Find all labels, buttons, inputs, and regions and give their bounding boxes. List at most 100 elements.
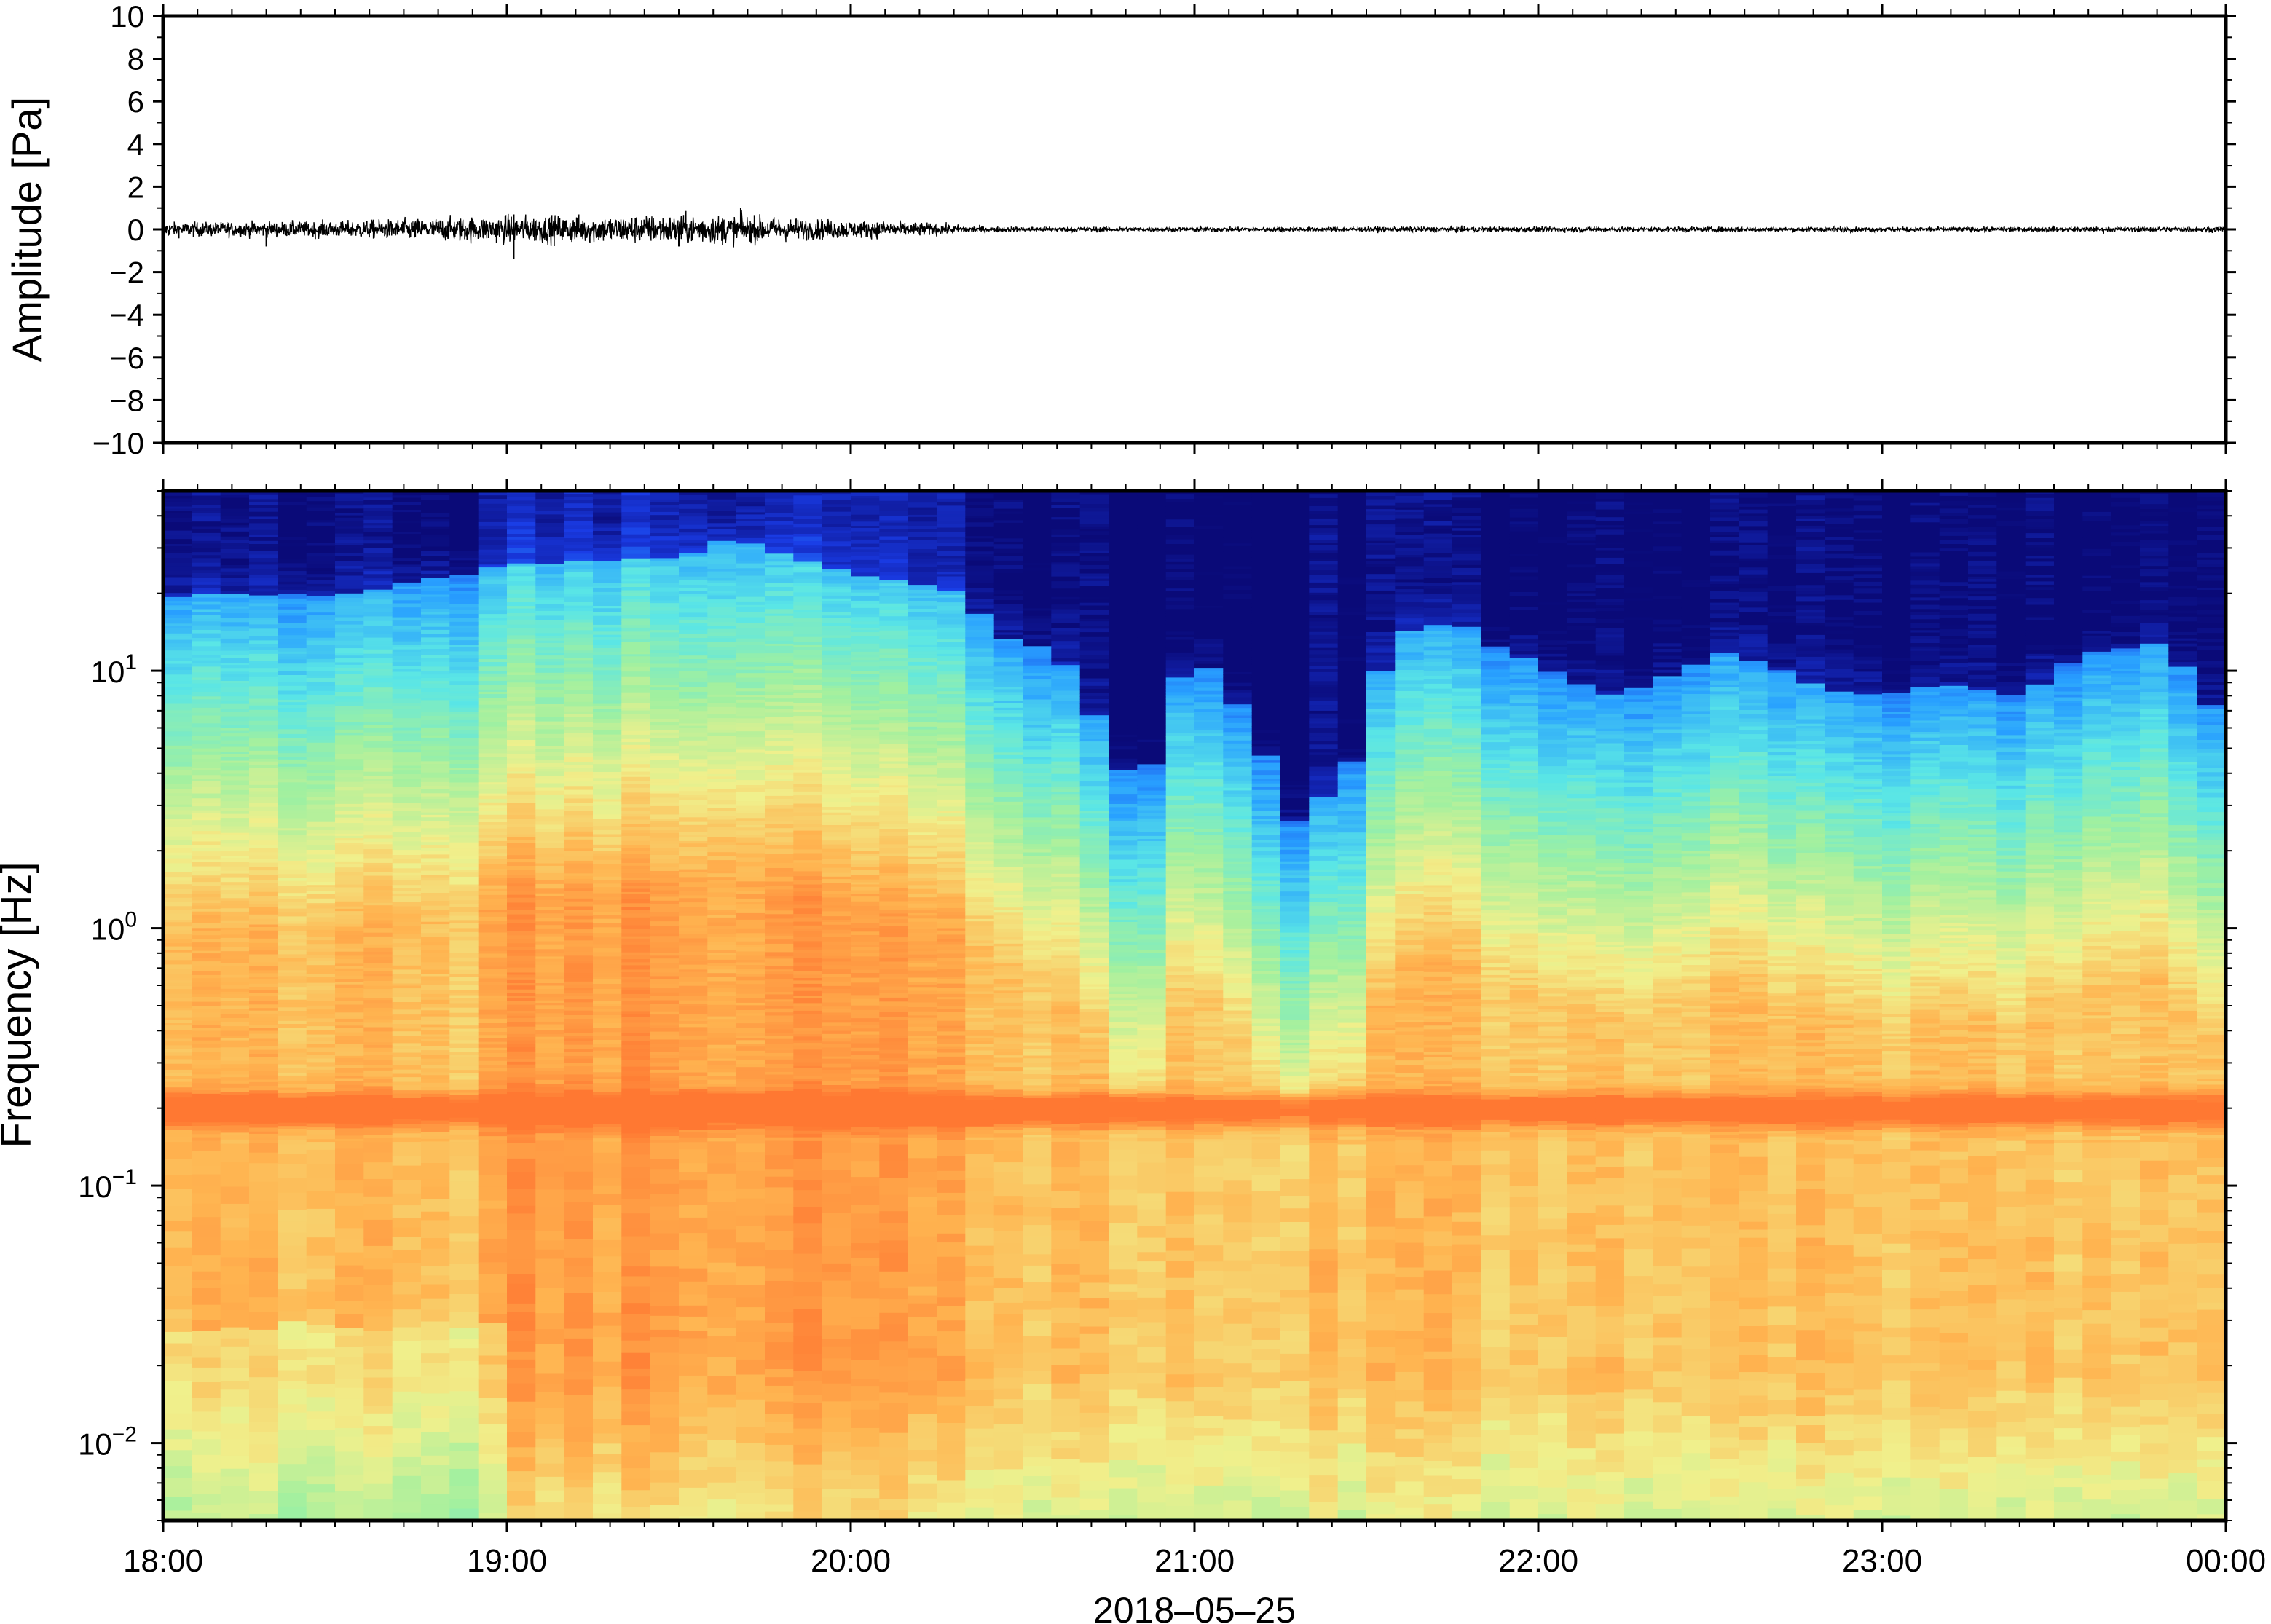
spectrogram-cell <box>679 698 709 704</box>
spectrogram-cell <box>478 1274 508 1293</box>
spectrogram-cell <box>535 848 565 854</box>
spectrogram-cell <box>736 617 765 621</box>
spectrogram-cell <box>363 511 393 516</box>
spectrogram-cell <box>421 772 451 779</box>
spectrogram-cell <box>650 945 680 949</box>
spectrogram-cell <box>535 983 565 987</box>
spectrogram-cell <box>793 1081 823 1085</box>
spectrogram-cell <box>650 890 680 895</box>
spectrogram-cell <box>793 1322 823 1337</box>
spectrogram-cell <box>478 875 508 878</box>
spectrogram-cell <box>335 681 365 685</box>
spectrogram-cell <box>363 875 393 880</box>
spectrogram-cell <box>278 813 307 819</box>
spectrogram-cell <box>736 529 765 536</box>
spectrogram-cell <box>535 832 565 837</box>
spectrogram-cell <box>478 1463 508 1481</box>
spectrogram-cell <box>535 537 565 540</box>
spectrogram-cell <box>192 615 221 620</box>
spectrogram-cell <box>679 594 709 598</box>
spectrogram-cell <box>363 566 393 569</box>
spectrogram-cell <box>478 921 508 925</box>
spectrogram-cell <box>249 1355 279 1368</box>
spectrogram-cell <box>192 536 221 542</box>
spectrogram-cell <box>392 1341 422 1360</box>
spectrogram-cell <box>220 911 250 917</box>
spectrogram-cell <box>363 706 393 710</box>
spectrogram-cell <box>249 591 279 596</box>
spectrogram-cell <box>679 620 709 624</box>
spectrogram-cell <box>306 965 336 971</box>
spectrogram-cell <box>621 538 651 543</box>
spectrogram-cell <box>335 575 365 581</box>
spectrogram-cell <box>793 827 823 832</box>
spectrogram-cell <box>421 999 451 1005</box>
spectrogram-cell <box>593 915 623 920</box>
spectrogram-cell <box>392 709 422 714</box>
spectrogram-cell <box>535 580 565 584</box>
spectrogram-cell <box>650 578 680 583</box>
spectrogram-cell <box>306 800 336 805</box>
spectrogram-cell <box>478 726 508 732</box>
spectrogram-cell <box>449 764 479 769</box>
spectrogram-cell <box>249 606 279 611</box>
spectrogram-cell <box>449 526 479 530</box>
spectrogram-cell <box>163 502 193 508</box>
spectrogram-cell <box>249 1491 279 1504</box>
spectrogram-cell <box>564 1041 594 1046</box>
spectrogram-cell <box>707 696 737 701</box>
spectrogram-cell <box>363 1388 393 1406</box>
spectrogram-cell <box>736 537 765 542</box>
spectrogram-cell <box>220 536 250 541</box>
spectrogram-cell <box>564 714 594 718</box>
spectrogram-cell <box>306 620 336 625</box>
spectrogram-cell <box>163 1356 193 1365</box>
spectrogram-cell <box>621 491 651 496</box>
spectrogram-cell <box>449 733 479 738</box>
spectrogram-cell <box>192 1090 221 1095</box>
spectrogram-cell <box>163 1277 193 1296</box>
spectrogram-cell <box>392 1165 422 1181</box>
spectrogram-cell <box>707 595 737 600</box>
spectrogram-cell <box>707 540 737 545</box>
spectrogram-cell <box>220 974 250 978</box>
spectrogram-cell <box>478 849 508 854</box>
spectrogram-cell <box>249 1066 279 1072</box>
spectrogram-cell <box>478 694 508 699</box>
spectrogram-cell <box>363 1457 393 1473</box>
spectrogram-cell <box>363 1065 393 1068</box>
spectrogram-cell <box>306 1456 336 1465</box>
spectrogram-cell <box>507 847 537 851</box>
spectrogram-cell <box>793 1092 823 1098</box>
spectrogram-cell <box>679 587 709 591</box>
spectrogram-cell <box>306 1484 336 1493</box>
spectrogram-cell <box>449 884 479 888</box>
spectrogram-cell <box>192 908 221 912</box>
spectrogram-cell <box>421 1079 451 1084</box>
spectrogram-cell <box>535 1005 565 1010</box>
waveform-y-tick-label: −8 <box>109 383 144 417</box>
spectrogram-cell <box>621 878 651 881</box>
spectrogram-cell <box>736 494 765 498</box>
spectrogram-cell <box>793 1103 823 1108</box>
spectrogram-cell <box>535 766 565 770</box>
spectrogram-cell <box>220 540 250 543</box>
spectrogram-cell <box>163 495 193 499</box>
spectrogram-cell <box>593 620 623 626</box>
spectrogram-cell <box>335 955 365 960</box>
spectrogram-cell <box>192 1040 221 1044</box>
spectrogram-cell <box>192 1454 221 1473</box>
spectrogram-cell <box>421 511 451 513</box>
spectrogram-cell <box>192 1217 221 1226</box>
spectrogram-cell <box>421 821 451 826</box>
spectrogram-cell <box>707 1111 737 1116</box>
spectrogram-cell <box>650 791 680 794</box>
spectrogram-cell <box>278 571 307 576</box>
spectrogram-cell <box>249 800 279 804</box>
spectrogram-cell <box>793 590 823 593</box>
spectrogram-cell <box>478 734 508 739</box>
spectrogram-cell <box>163 589 193 594</box>
spectrogram-cell <box>421 825 451 829</box>
spectrogram-cell <box>793 596 823 602</box>
spectrogram-cell <box>163 687 193 690</box>
